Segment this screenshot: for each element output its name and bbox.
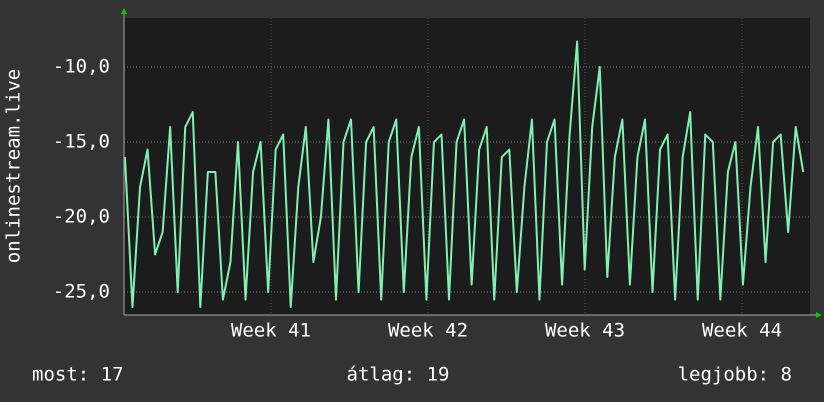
stat-current: most: 17 <box>32 364 124 386</box>
y-axis-label: onlinestream.live <box>3 69 25 263</box>
x-tick-label: Week 42 <box>388 320 468 342</box>
y-tick-label: -20,0 <box>53 206 110 228</box>
y-tick-label: -10,0 <box>53 56 110 78</box>
y-tick-label: -15,0 <box>53 131 110 153</box>
stat-average: átlag: 19 <box>347 364 450 386</box>
plot: -25,0 -20,0 -15,0 -10,0 Week 41 Week 42 Week 4… <box>53 18 810 342</box>
x-tick-label: Week 44 <box>702 320 782 342</box>
stat-best: legjobb: 8 <box>678 364 792 386</box>
x-arrow <box>816 312 822 318</box>
data-line <box>123 40 805 309</box>
x-tick-label: Week 41 <box>231 320 311 342</box>
y-arrow <box>121 8 127 14</box>
y-tick-label: -25,0 <box>53 281 110 303</box>
x-tick-label: Week 43 <box>545 320 625 342</box>
